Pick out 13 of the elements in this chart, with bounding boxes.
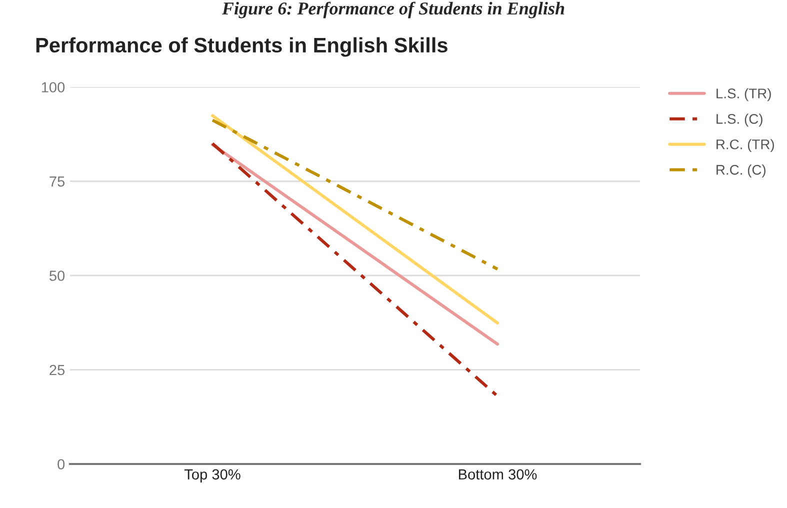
y-tick-label: 50 <box>50 270 65 281</box>
y-tick-label: 100 <box>42 82 65 92</box>
x-tick-label: Bottom 30% <box>458 469 537 480</box>
legend-label: R.C. (C) <box>716 164 766 178</box>
y-tick-label: 25 <box>50 364 65 376</box>
legend-label: L.S. (C) <box>716 114 762 127</box>
x-tick-label: Top 30% <box>184 469 240 482</box>
y-tick-label: 75 <box>50 176 65 187</box>
y-tick-label: 0 <box>58 459 65 470</box>
legend-label: L.S. (TR) <box>716 88 771 102</box>
caption: Figure 6: Performance of Students in English <box>222 2 564 18</box>
legend-label: R.C. (TR) <box>716 139 774 152</box>
chart-title: Performance of Students in English Skills <box>36 37 448 57</box>
